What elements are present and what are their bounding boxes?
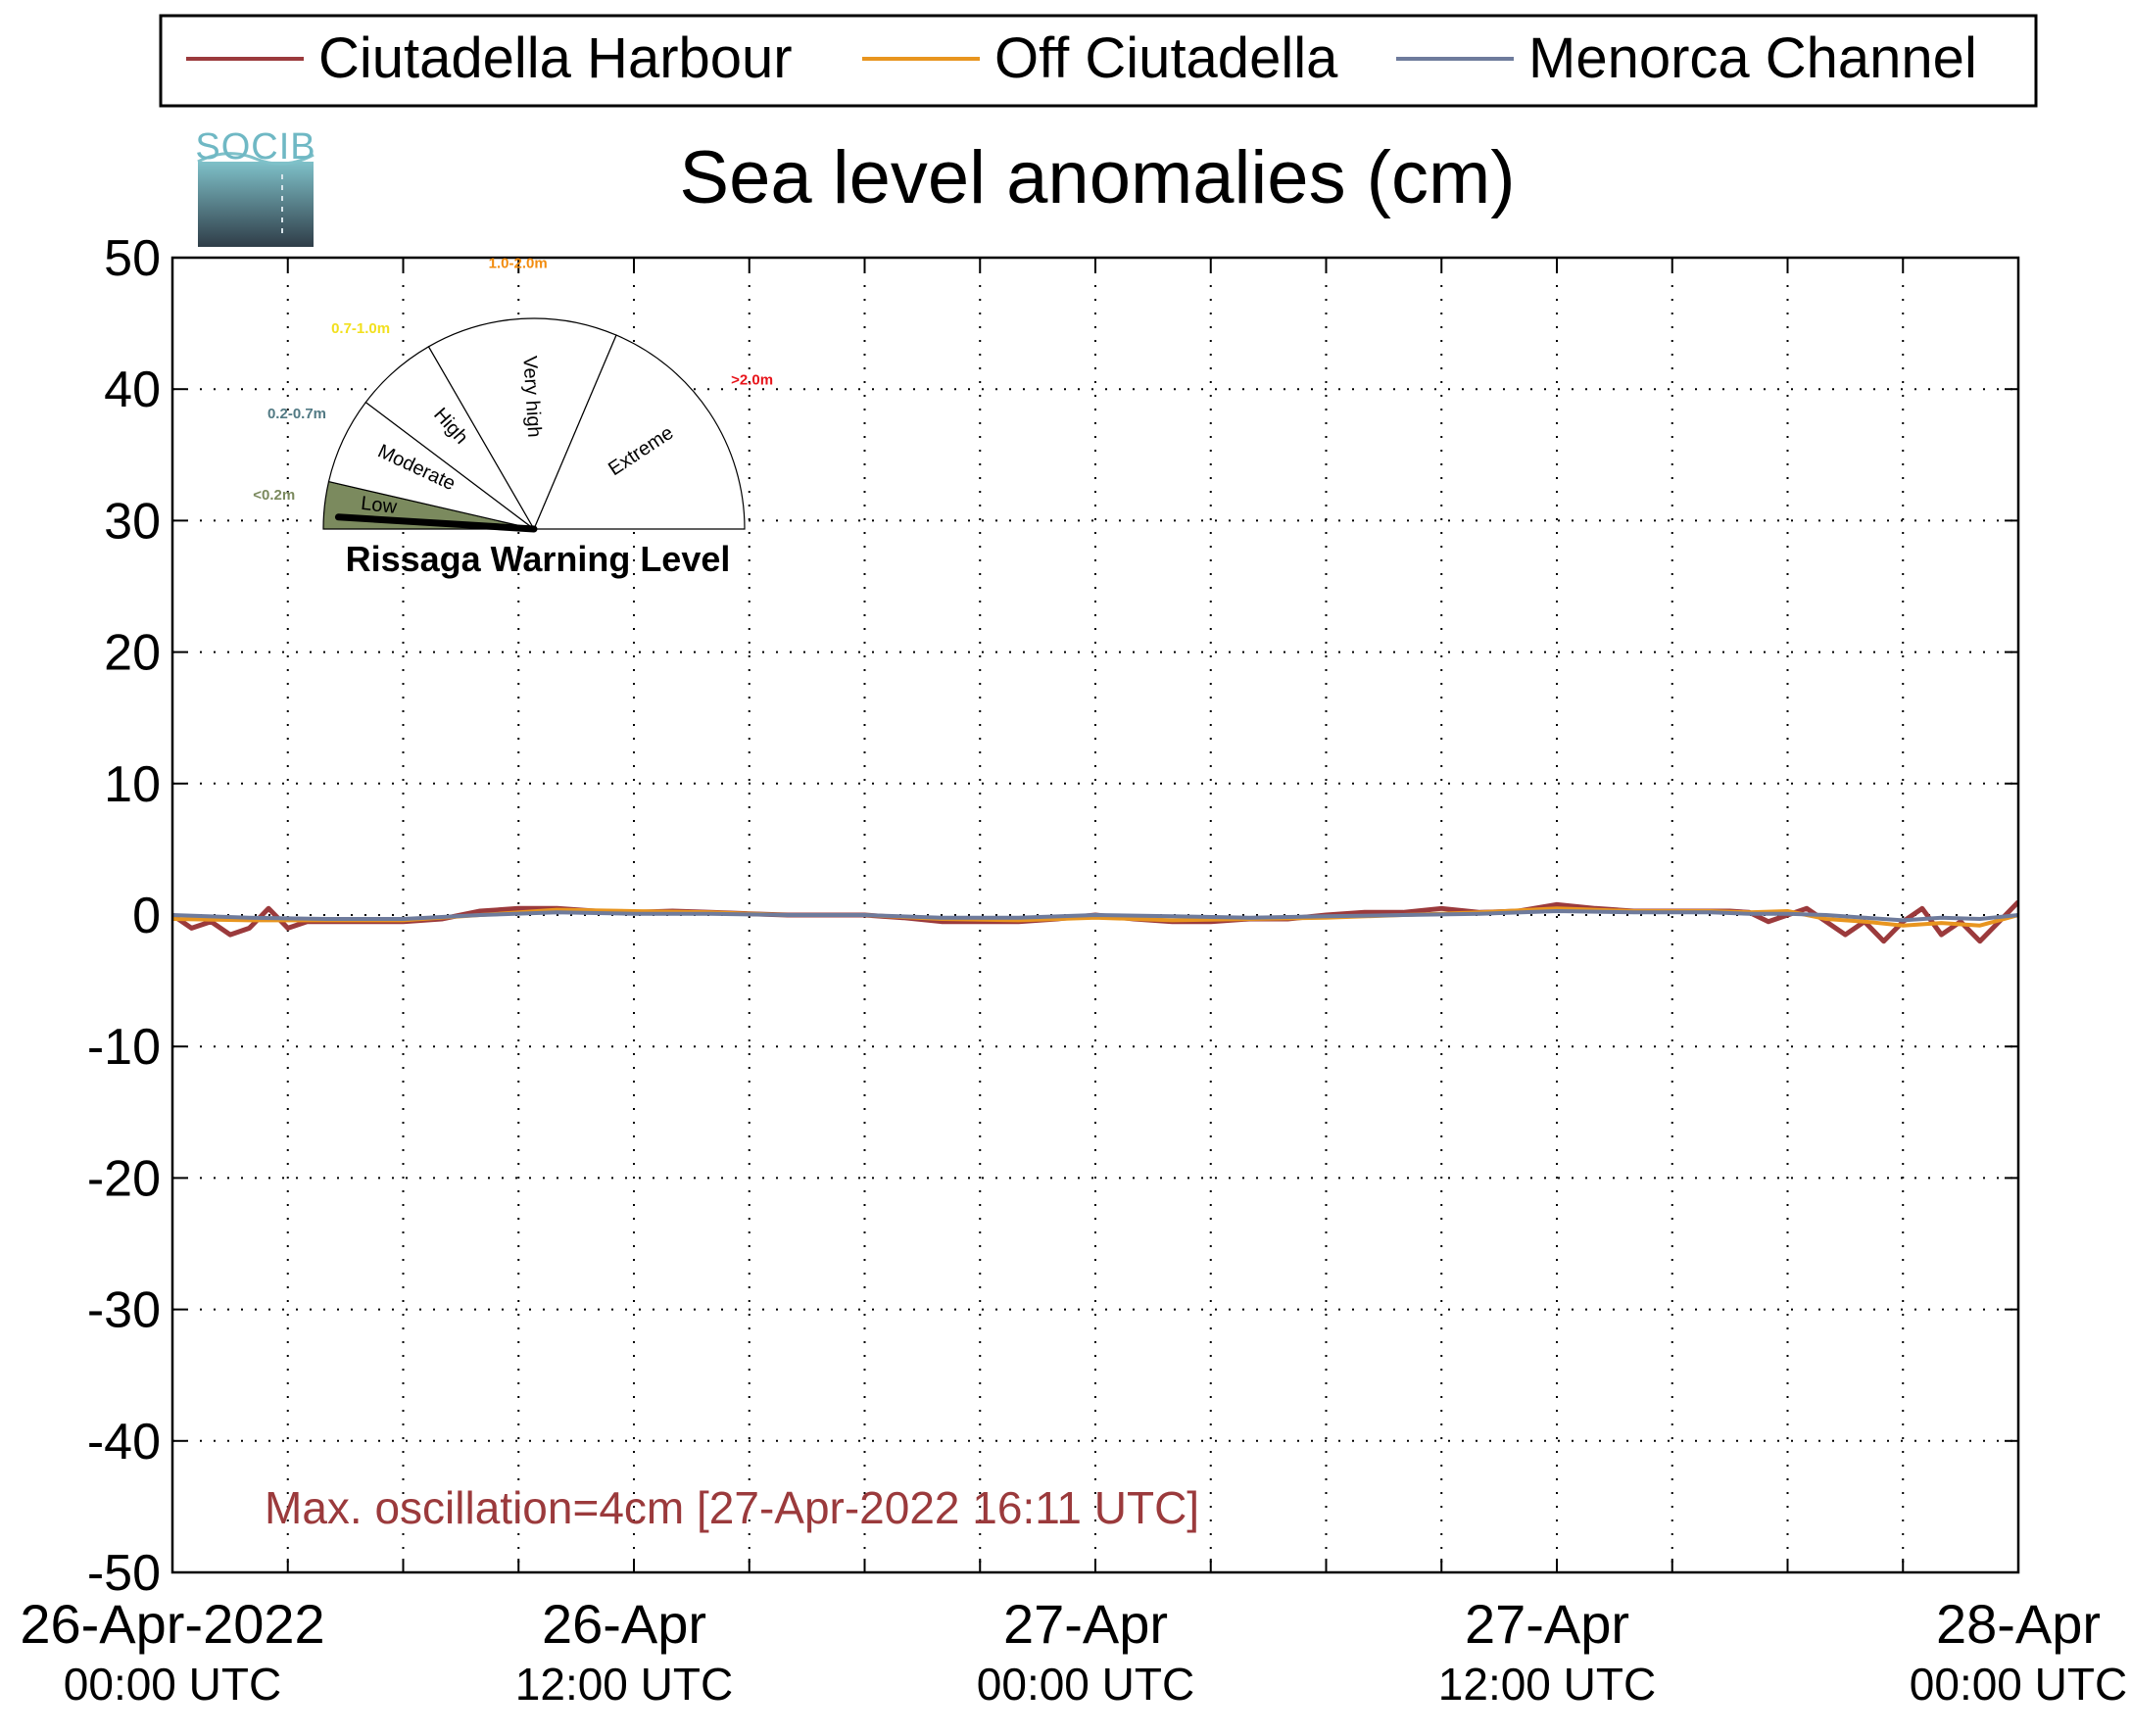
y-tick-label: -30 [87,1282,161,1339]
y-tick-label: 40 [104,362,161,418]
logo-text: SOCIB [195,126,315,168]
gauge-sector [427,317,617,531]
gauge-range-label: <0.2m [253,487,295,504]
y-tick-label: 10 [104,756,161,813]
x-tick-label-time: 00:00 UTC [64,1659,281,1710]
y-tick-label: 50 [104,230,161,287]
x-tick-label-date: 27-Apr [1003,1593,1168,1655]
x-tick-label-date: 26-Apr [542,1593,706,1655]
series-lines [172,899,2018,944]
gauge-range-label: 1.0-2.0m [489,256,548,272]
y-tick-label: 30 [104,493,161,550]
legend-box [159,14,2038,108]
max-oscillation-annotation: Max. oscillation=4cm [27-Apr-2022 16:11 … [265,1482,1199,1533]
x-tick-label-date: 27-Apr [1465,1593,1629,1655]
x-tick-label-date: 26-Apr-2022 [20,1593,324,1655]
y-tick-label: -40 [87,1414,161,1471]
y-tick-label: -10 [87,1019,161,1076]
grid-lines [172,258,2018,1572]
gauge-level-label: Very high [518,356,545,439]
gauge-range-label: 0.7-1.0m [331,320,390,337]
socib-logo: SOCIB [195,126,315,247]
y-tick-label: -20 [87,1150,161,1207]
y-tick-label: -50 [87,1545,161,1602]
logo-wave-icon [197,152,315,166]
x-tick-label-time: 12:00 UTC [515,1659,733,1710]
series-line [172,909,2018,923]
x-tick-label-time: 00:00 UTC [1910,1659,2127,1710]
gauge-range-label: >2.0m [731,372,773,389]
legend-label: Menorca Channel [1528,26,1977,90]
y-tick-label: 20 [104,625,161,682]
chart-title: Sea level anomalies (cm) [679,136,1515,219]
gauge-level-label: Low [360,493,398,518]
legend: Ciutadella Harbour Off Ciutadella Menorca … [159,14,2038,108]
gauge-needle [334,513,538,533]
y-tick-label: 0 [132,888,161,944]
plot-frame [170,256,2020,1574]
x-tick-label-time: 00:00 UTC [977,1659,1194,1710]
logo-mark-icon [198,162,314,247]
legend-label: Off Ciutadella [994,26,1338,90]
x-tick-label-time: 12:00 UTC [1438,1659,1656,1710]
legend-label: Ciutadella Harbour [318,26,793,90]
y-axis: -50 -40 -30 -20 -10 0 10 20 30 40 50 [87,230,2018,1602]
gauge-sector [533,334,746,530]
x-tick-label-date: 28-Apr [1936,1593,2101,1655]
gauge-range-label: 0.2-0.7m [267,406,326,422]
gauge-title: Rissaga Warning Level [346,539,731,579]
